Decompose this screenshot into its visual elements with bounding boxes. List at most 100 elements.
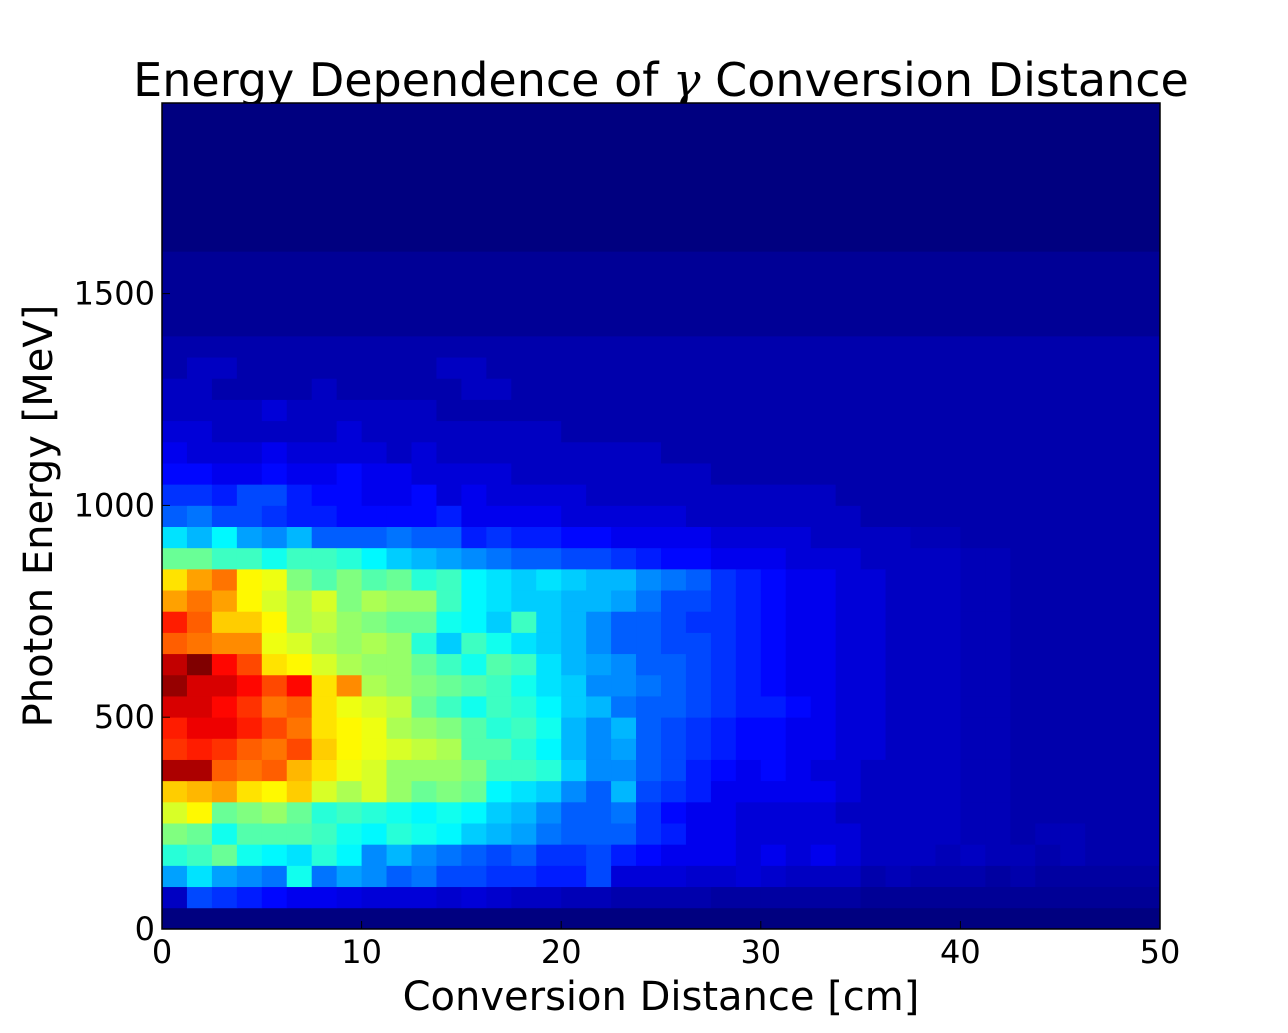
heatmap-cell [636, 420, 662, 443]
heatmap-cell [411, 801, 437, 824]
heatmap-cell [386, 357, 412, 379]
heatmap-cell [561, 251, 587, 273]
heatmap-cell [511, 484, 537, 506]
heatmap-cell [561, 378, 587, 400]
heatmap-cell [785, 547, 812, 570]
heatmap-cell [386, 335, 412, 358]
heatmap-cell [1060, 717, 1086, 739]
heatmap-cell [1135, 568, 1161, 591]
heatmap-cell [810, 399, 837, 422]
heatmap-cell [760, 865, 787, 888]
heatmap-cell [236, 738, 263, 760]
heatmap-cell [810, 441, 837, 464]
heatmap-cell [935, 780, 961, 803]
heatmap-cell [336, 251, 362, 273]
heatmap-cell [910, 166, 936, 189]
heatmap-cell [311, 378, 338, 400]
heatmap-cell [236, 124, 263, 146]
heatmap-cell [1110, 674, 1136, 697]
heatmap-cell [186, 251, 213, 273]
heatmap-cell [611, 696, 637, 718]
heatmap-cell [935, 251, 961, 273]
heatmap-cell [910, 886, 936, 909]
heatmap-cell [311, 251, 338, 273]
heatmap-cell [486, 674, 512, 697]
heatmap-cell [1085, 696, 1111, 718]
heatmap-cell [461, 378, 487, 400]
heatmap-cell [236, 526, 263, 549]
heatmap-cell [162, 696, 188, 718]
heatmap-cell [311, 801, 338, 824]
heatmap-cell [935, 230, 961, 252]
heatmap-cell [785, 293, 812, 316]
heatmap-cell [486, 865, 512, 888]
heatmap-cell [186, 420, 213, 443]
heatmap-cell [636, 505, 662, 527]
heatmap-cell [261, 357, 288, 379]
heatmap-cell [1110, 187, 1136, 210]
heatmap-cell [835, 886, 861, 909]
heatmap-cell [436, 166, 462, 189]
heatmap-cell [186, 568, 213, 591]
heatmap-cell [885, 357, 911, 379]
heatmap-cell [1085, 568, 1111, 591]
heatmap-cell [1035, 463, 1061, 485]
heatmap-cell [685, 907, 712, 930]
heatmap-cell [835, 103, 861, 125]
heatmap-cell [286, 844, 313, 866]
heatmap-cell [1085, 505, 1111, 527]
heatmap-cell [1060, 759, 1086, 782]
heatmap-cell [960, 738, 986, 760]
heatmap-cell [461, 568, 487, 591]
heatmap-cell [960, 187, 986, 210]
heatmap-cell [586, 907, 612, 930]
heatmap-cell [735, 272, 762, 295]
heatmap-cell [1035, 505, 1061, 527]
heatmap-cell [810, 907, 837, 930]
heatmap-cell [1135, 441, 1161, 464]
heatmap-cell [361, 399, 387, 422]
heatmap-cell [186, 293, 213, 316]
heatmap-cell [236, 463, 263, 485]
heatmap-cell [636, 632, 662, 655]
heatmap-cell [885, 907, 911, 930]
heatmap-cell [486, 801, 512, 824]
heatmap-cell [710, 335, 737, 358]
heatmap-cell [211, 505, 238, 527]
heatmap-cell [935, 399, 961, 422]
heatmap-cell [710, 230, 737, 252]
heatmap-cell [785, 357, 812, 379]
heatmap-cell [186, 124, 213, 146]
heatmap-cell [785, 526, 812, 549]
heatmap-cell [661, 314, 687, 337]
heatmap-cell [411, 886, 437, 909]
heatmap-cell [636, 823, 662, 845]
heatmap-cell [661, 335, 687, 358]
heatmap-cell [1010, 865, 1036, 888]
heatmap-cell [960, 399, 986, 422]
heatmap-cell [661, 420, 687, 443]
heatmap-cell [685, 378, 712, 400]
heatmap-cell [685, 696, 712, 718]
heatmap-cell [710, 272, 737, 295]
heatmap-cell [162, 378, 188, 400]
heatmap-cell [561, 484, 587, 506]
heatmap-cell [835, 293, 861, 316]
heatmap-cell [561, 145, 587, 167]
heatmap-cell [735, 759, 762, 782]
x-tick-label: 40 [940, 933, 981, 971]
heatmap-cell [586, 801, 612, 824]
heatmap-cell [486, 844, 512, 866]
heatmap-cell [261, 166, 288, 189]
heatmap-cell [411, 378, 437, 400]
heatmap-cell [261, 463, 288, 485]
heatmap-cell [461, 801, 487, 824]
heatmap-cell [561, 166, 587, 189]
heatmap-cell [486, 653, 512, 676]
heatmap-cell [561, 208, 587, 231]
heatmap-cell [960, 780, 986, 803]
heatmap-cell [236, 568, 263, 591]
heatmap-cell [336, 611, 362, 633]
heatmap-cell [261, 208, 288, 231]
heatmap-cell [1085, 378, 1111, 400]
